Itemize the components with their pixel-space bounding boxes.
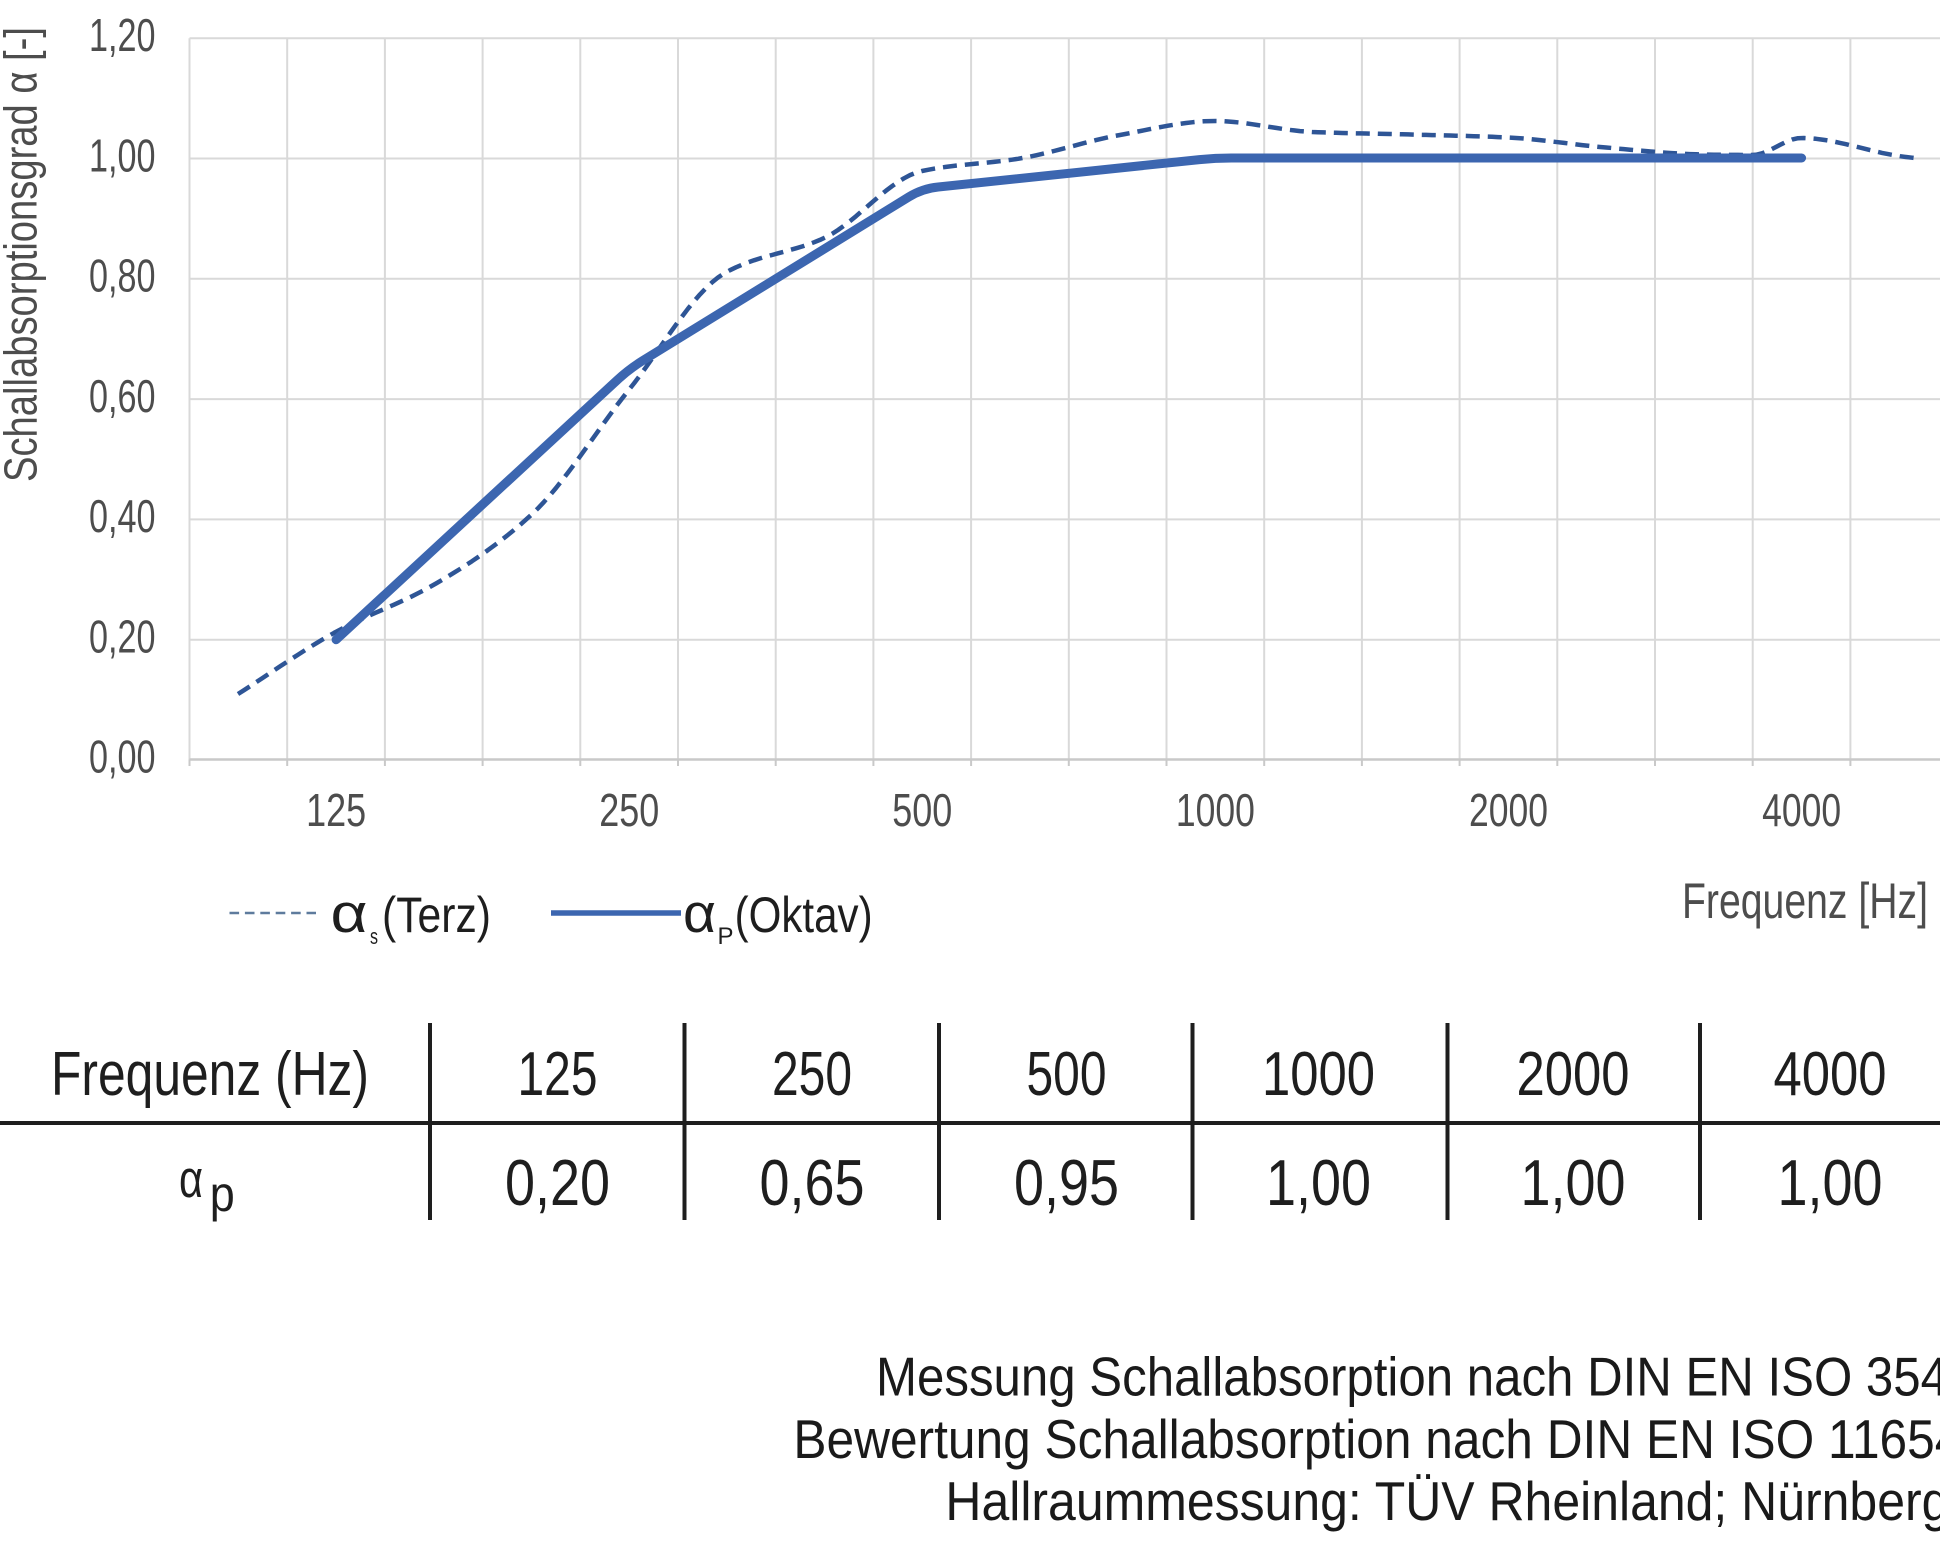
svg-text:1000: 1000 <box>1176 784 1255 836</box>
svg-text:0,00: 0,00 <box>89 730 156 782</box>
svg-text:Messung Schallabsorption nach: Messung Schallabsorption nach DIN EN ISO… <box>876 1346 1940 1408</box>
svg-text:125: 125 <box>518 1040 598 1109</box>
svg-text:Schallabsorptionsgrad α [-]: Schallabsorptionsgrad α [-] <box>0 27 47 482</box>
svg-text:1,00: 1,00 <box>1266 1146 1371 1219</box>
svg-text:125: 125 <box>306 784 366 836</box>
svg-text:500: 500 <box>892 784 952 836</box>
svg-text:α: α <box>179 1150 203 1209</box>
svg-text:Frequenz [Hz]: Frequenz [Hz] <box>1682 873 1928 929</box>
svg-text:4000: 4000 <box>1774 1040 1887 1109</box>
svg-text:0,40: 0,40 <box>89 490 156 542</box>
svg-text:0,80: 0,80 <box>89 250 156 302</box>
svg-text:Hallraummessung: TÜV Rheinland: Hallraummessung: TÜV Rheinland; Nürnberg <box>945 1470 1940 1532</box>
svg-text:α: α <box>683 882 716 944</box>
svg-text:500: 500 <box>1027 1040 1107 1109</box>
svg-text:1,00: 1,00 <box>1778 1146 1883 1219</box>
svg-text:1,00: 1,00 <box>89 129 156 181</box>
svg-text:250: 250 <box>599 784 659 836</box>
svg-text:1,00: 1,00 <box>1521 1146 1626 1219</box>
svg-text:2000: 2000 <box>1517 1040 1630 1109</box>
svg-text:2000: 2000 <box>1469 784 1548 836</box>
svg-text:Frequenz (Hz): Frequenz (Hz) <box>51 1040 369 1109</box>
svg-text:(Oktav): (Oktav) <box>735 887 873 943</box>
svg-text:0,20: 0,20 <box>505 1146 610 1219</box>
svg-text:1,20: 1,20 <box>89 9 156 61</box>
svg-text:0,65: 0,65 <box>760 1146 865 1219</box>
svg-text:4000: 4000 <box>1762 784 1841 836</box>
svg-text:0,60: 0,60 <box>89 370 156 422</box>
svg-text:0,20: 0,20 <box>89 611 156 663</box>
svg-text:p: p <box>210 1166 235 1222</box>
svg-text:0,95: 0,95 <box>1014 1146 1119 1219</box>
svg-text:P: P <box>718 923 734 950</box>
svg-text:Bewertung Schallabsorption nac: Bewertung Schallabsorption nach DIN EN I… <box>793 1408 1940 1470</box>
svg-text:α: α <box>331 882 368 944</box>
svg-text:(Terz): (Terz) <box>382 887 491 943</box>
svg-text:s: s <box>370 924 378 949</box>
svg-text:250: 250 <box>772 1040 852 1109</box>
svg-text:1000: 1000 <box>1262 1040 1375 1109</box>
